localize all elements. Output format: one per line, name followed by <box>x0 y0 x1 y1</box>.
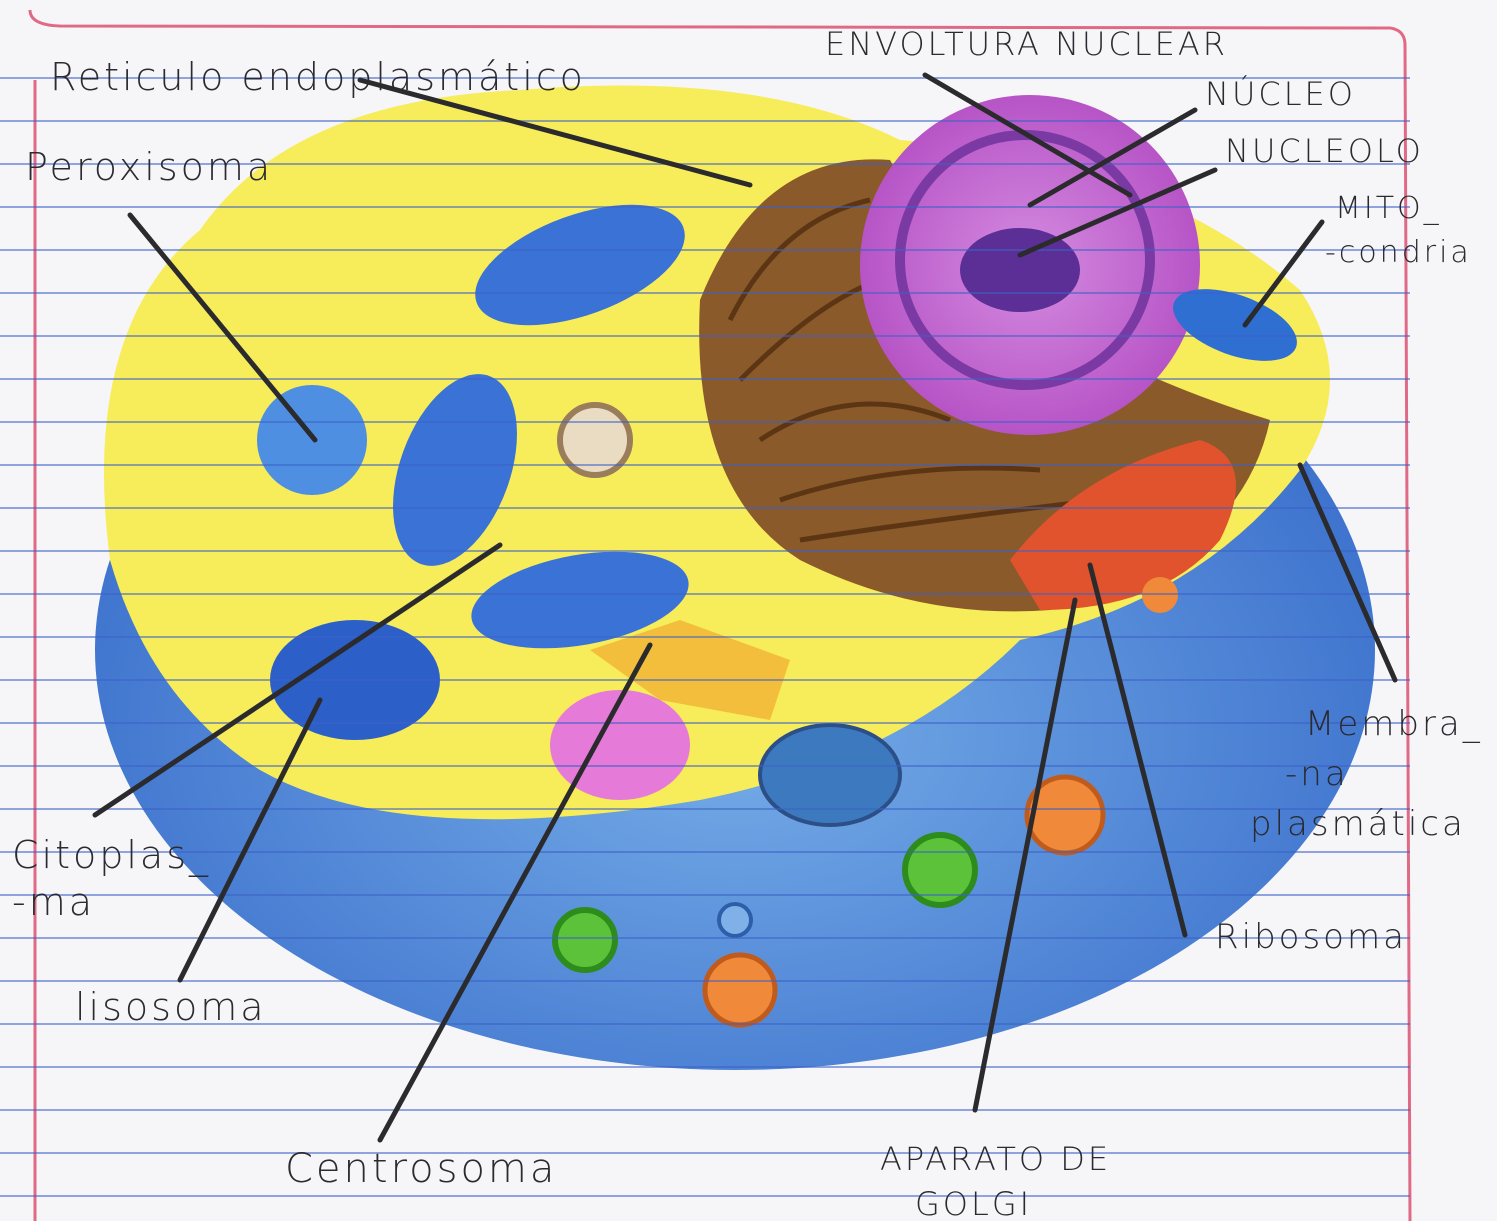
label: Membra_ <box>1305 704 1483 744</box>
label: NUCLEOLO <box>1225 132 1424 170</box>
label: NÚCLEO <box>1205 74 1356 113</box>
label: -na <box>1285 754 1349 794</box>
label: -ma <box>12 880 95 924</box>
label: APARATO DE <box>880 1140 1111 1178</box>
label: Ribosoma <box>1215 917 1407 957</box>
label: Citoplas_ <box>12 833 211 878</box>
label: plasmática <box>1250 804 1466 844</box>
labels: Reticulo endoplasmático ENVOLTURA NUCLEA… <box>12 25 1483 1221</box>
leader-lines <box>92 72 1398 1143</box>
label: Centrosoma <box>285 1146 557 1192</box>
label: lisosoma <box>75 985 267 1029</box>
label: GOLGI <box>915 1185 1032 1221</box>
label: ENVOLTURA NUCLEAR <box>825 25 1228 63</box>
label: MITO_ <box>1335 191 1442 226</box>
label: Peroxisoma <box>25 145 273 189</box>
label: Reticulo endoplasmático <box>50 55 586 99</box>
cell <box>95 85 1375 1070</box>
label: -condria <box>1325 235 1472 270</box>
